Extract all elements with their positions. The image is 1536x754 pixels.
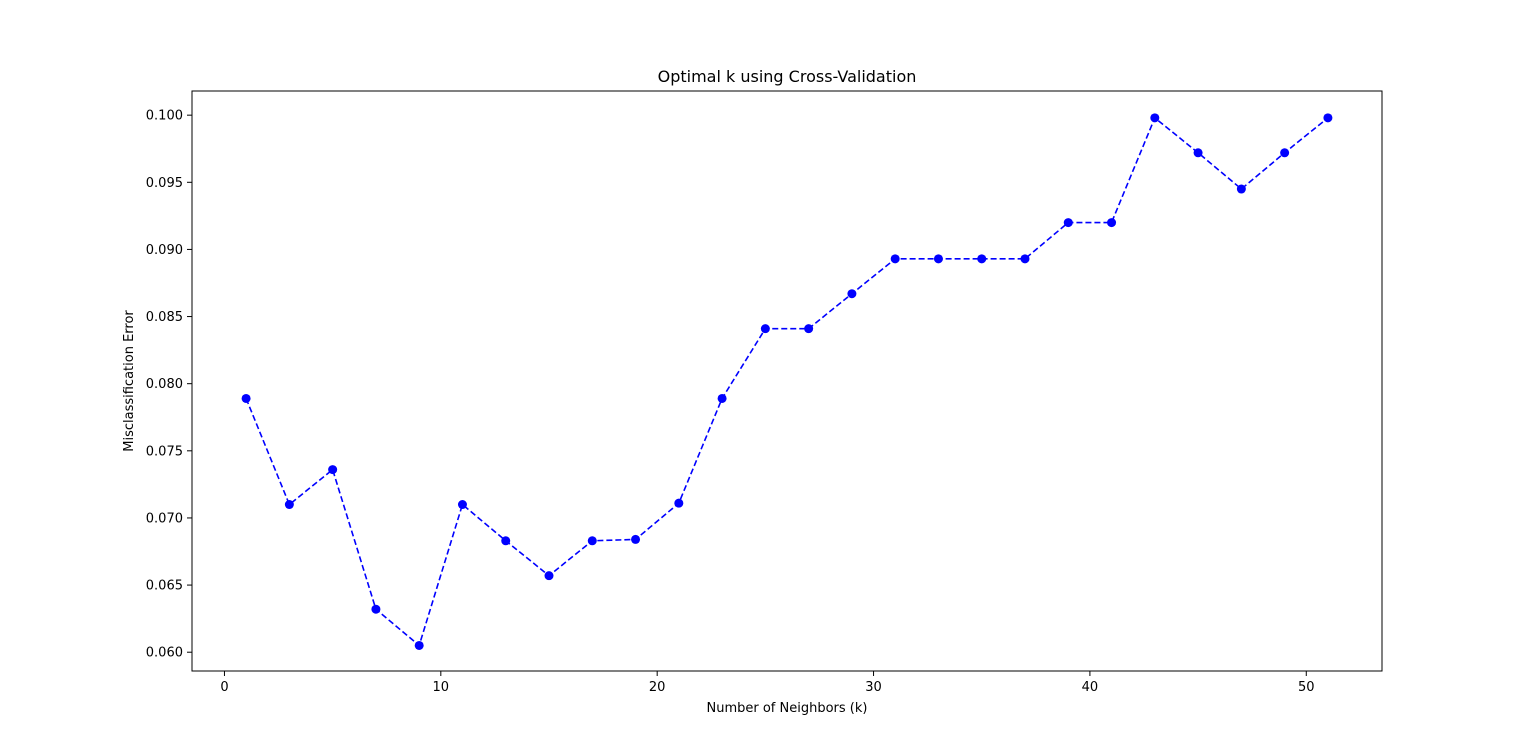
y-tick-label: 0.080: [146, 377, 183, 392]
data-point: [1236, 184, 1246, 194]
data-point: [674, 498, 684, 508]
plot-area: [191, 90, 1383, 672]
data-point: [1063, 218, 1073, 228]
data-point: [631, 534, 641, 544]
data-point: [804, 324, 814, 334]
data-point: [284, 500, 294, 510]
data-point: [717, 393, 727, 403]
x-tick-label: 30: [865, 680, 882, 695]
data-point: [847, 289, 857, 299]
data-point: [414, 640, 424, 650]
data-point: [544, 571, 554, 581]
x-tick-label: 0: [220, 680, 228, 695]
y-tick-label: 0.060: [146, 646, 183, 661]
y-tick-label: 0.070: [146, 511, 183, 526]
data-point: [1020, 254, 1030, 264]
data-point: [328, 465, 338, 475]
y-tick-label: 0.090: [146, 243, 183, 258]
y-tick-label: 0.100: [146, 109, 183, 124]
data-point: [1150, 113, 1160, 123]
y-axis-label: Misclassification Error: [122, 310, 137, 452]
x-tick-label: 20: [649, 680, 666, 695]
data-point: [501, 536, 511, 546]
x-tick-label: 10: [433, 680, 450, 695]
data-point: [371, 604, 381, 614]
x-tick-label: 40: [1082, 680, 1099, 695]
data-point: [890, 254, 900, 264]
y-tick-label: 0.065: [146, 579, 183, 594]
chart-title: Optimal k using Cross-Validation: [658, 67, 917, 86]
y-tick-label: 0.075: [146, 444, 183, 459]
x-tick-label: 50: [1298, 680, 1315, 695]
x-axis-label: Number of Neighbors (k): [707, 701, 868, 716]
y-tick-label: 0.085: [146, 310, 183, 325]
data-point: [1323, 113, 1333, 123]
plot-frame: [191, 90, 1383, 672]
x-axis-ticks: 0 10 20 30 40 50: [220, 671, 1315, 695]
data-point: [457, 500, 467, 510]
y-axis-ticks: 0.060 0.065 0.070 0.075 0.080 0.085 0.090 0.095…: [146, 109, 192, 661]
data-point: [977, 254, 987, 264]
y-tick-label: 0.095: [146, 176, 183, 191]
data-point: [1280, 148, 1290, 158]
data-point: [1107, 218, 1117, 228]
series-line: [245, 116, 1329, 647]
data-point: [587, 536, 597, 546]
data-point: [933, 254, 943, 264]
data-point: [760, 324, 770, 334]
series-layer: [241, 113, 1333, 650]
data-point: [241, 393, 251, 403]
data-point: [1193, 148, 1203, 158]
